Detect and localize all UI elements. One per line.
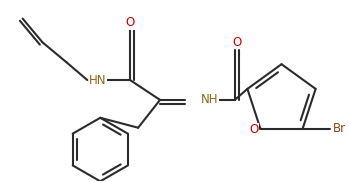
Text: O: O: [249, 123, 258, 136]
Text: O: O: [232, 36, 241, 49]
Text: HN: HN: [89, 74, 107, 87]
Text: O: O: [126, 16, 135, 29]
Text: NH: NH: [201, 93, 218, 106]
Text: Br: Br: [332, 122, 345, 135]
